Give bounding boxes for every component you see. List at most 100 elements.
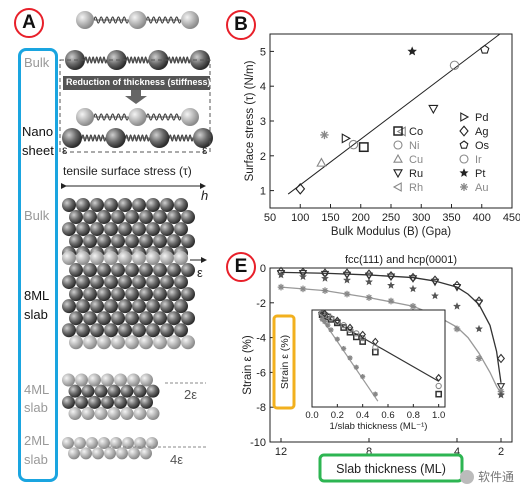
slab-atom [81, 407, 95, 421]
legend-label: Au [475, 182, 488, 194]
slab-atom [111, 263, 125, 278]
slab-atom [125, 234, 139, 249]
slab-atom [167, 287, 181, 302]
slab-atom [83, 263, 97, 278]
atom [128, 11, 147, 29]
slab-atom [76, 299, 90, 314]
data-point [497, 390, 505, 399]
data-point [341, 133, 351, 144]
slab-atom [132, 222, 146, 237]
slab-atom [111, 210, 125, 225]
y-axis-label-e: Strain ε (%) [242, 335, 254, 395]
slab-atom [104, 275, 118, 290]
slab-atom [128, 447, 140, 460]
slab-atom [127, 373, 140, 387]
data-point [359, 338, 367, 345]
reduction-arrow-icon [125, 90, 147, 104]
slab-atom [181, 263, 195, 278]
slab-atom [132, 198, 146, 212]
slab-atom [153, 210, 167, 225]
slab-atom [153, 335, 167, 350]
slab-atom [83, 210, 97, 225]
slab-atom [97, 234, 111, 249]
slab-atom [118, 323, 132, 338]
slab-atom [111, 311, 125, 326]
slab-atom [69, 210, 83, 225]
slab-atom [69, 287, 83, 302]
data-point [459, 140, 469, 149]
data-point [496, 383, 506, 391]
slab-atom [81, 384, 95, 398]
slab-atom [118, 198, 132, 212]
x-axis-label-e: Slab thickness (ML) [336, 462, 446, 476]
slab-atom [160, 198, 174, 212]
data-point [409, 284, 417, 293]
data-point [407, 46, 417, 56]
x-tick-label: 250 [382, 212, 400, 224]
label-2ml-1: 2ML [24, 433, 50, 448]
spring [145, 16, 182, 24]
slab-atom [160, 275, 174, 290]
x-tick-label: 12 [275, 446, 287, 458]
data-point [321, 309, 328, 318]
reduction-banner [63, 76, 210, 90]
y-tick-label: 0 [260, 263, 266, 275]
atom [181, 11, 199, 29]
slab-atom [86, 437, 98, 449]
data-point [277, 283, 285, 291]
slab-atom [68, 447, 80, 460]
legend-label: Ni [409, 140, 419, 152]
slab-atom [98, 437, 110, 449]
slab-atom [62, 373, 75, 387]
slab-atom [181, 287, 195, 302]
slab-atom [167, 234, 181, 249]
slab-atom [62, 299, 76, 314]
data-point [475, 355, 483, 362]
slab-atom [181, 234, 195, 249]
slab-atom [146, 222, 160, 237]
x-tick-label: 150 [321, 212, 339, 224]
slab-atom [104, 251, 118, 265]
tensile-text: tensile surface stress (τ) [63, 164, 192, 178]
slab-atom [146, 251, 160, 265]
four-epsilon-label: 4ε [170, 452, 184, 467]
x-tick-label: 50 [264, 212, 276, 224]
x-tick-label: 100 [291, 212, 309, 224]
slab-atom [174, 323, 188, 338]
spring [145, 113, 182, 121]
data-point [496, 353, 506, 364]
y-tick-label: 4 [260, 81, 266, 93]
slab-atom [167, 335, 181, 350]
chart-e-title: fcc(111) and hcp(0001) [345, 254, 457, 266]
data-point [316, 157, 327, 167]
slab-atom [167, 263, 181, 278]
h-label: h [201, 188, 209, 203]
y-tick-label: -4 [256, 333, 266, 345]
data-point [358, 142, 369, 153]
slab-atom [114, 395, 127, 409]
legend-label: Ag [475, 126, 488, 138]
slab-atom [174, 299, 188, 314]
slab-atom [160, 251, 174, 265]
data-point [325, 322, 331, 328]
slab-atom [167, 210, 181, 225]
label-2ml-2: slab [24, 452, 48, 467]
data-point [459, 125, 469, 137]
y-tick-label: -2 [256, 298, 266, 310]
x-axis-label-b: Bulk Modulus (B) (Gpa) [331, 226, 451, 238]
data-point [322, 319, 328, 325]
y-tick-label: 1 [260, 186, 266, 198]
x-tick-label: 200 [352, 212, 370, 224]
data-point [392, 182, 402, 192]
data-point [359, 334, 366, 342]
slab-atom [134, 437, 146, 449]
slab-atom [90, 198, 104, 212]
slab-atom [104, 323, 118, 338]
label-4ml-2: slab [24, 400, 48, 415]
data-point [387, 281, 395, 289]
data-point [365, 277, 373, 286]
fit-line [287, 33, 501, 195]
slab-atom [153, 311, 167, 326]
